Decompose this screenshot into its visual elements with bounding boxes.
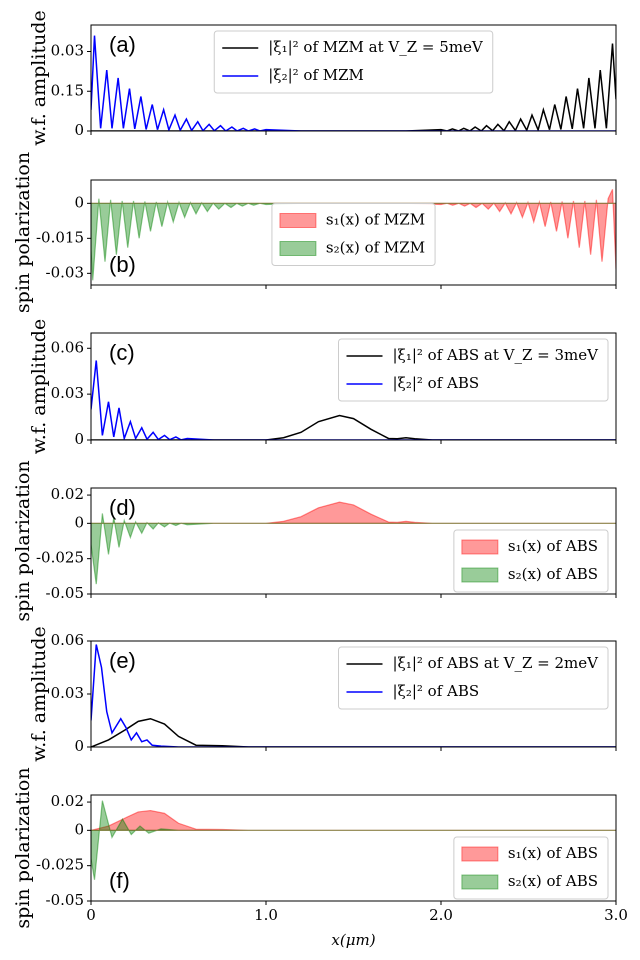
area bbox=[91, 501, 616, 524]
legend-label: |ξ₂|² of ABS bbox=[393, 682, 480, 700]
legend-label: s₂(x) of MZM bbox=[326, 239, 425, 257]
legend-swatch bbox=[279, 213, 317, 228]
line bbox=[91, 644, 616, 747]
legend-box bbox=[271, 203, 436, 266]
panel: 0.020-0.025-0.050 1.0 2.0 3.0x(μm)spin pola… bbox=[12, 767, 628, 949]
legend-box bbox=[338, 338, 609, 402]
plot-area bbox=[91, 501, 616, 585]
panel: 0 -0.015 -0.03 spin polarization (b) s₁(x) of… bbox=[12, 152, 617, 313]
x-tick-label: 0 bbox=[86, 906, 96, 924]
y-axis-label: w.f. amplitude bbox=[28, 10, 50, 145]
plot-area bbox=[91, 800, 616, 880]
legend-label: s₂(x) of ABS bbox=[508, 872, 598, 890]
line bbox=[91, 717, 616, 747]
y-tick-label: 0 bbox=[74, 820, 84, 838]
x-tick-label: 1.0 bbox=[254, 906, 278, 924]
axes-frame bbox=[90, 179, 617, 286]
panel: 0 0.15 0.03w.f. amplitude (a) |ξ₁|² of MZM a… bbox=[28, 10, 617, 146]
area bbox=[91, 809, 616, 831]
y-tick-label: 0 bbox=[74, 430, 84, 448]
y-tick-label: -0.025 bbox=[36, 856, 84, 874]
y-axis-label: spin polarization bbox=[12, 460, 34, 621]
area bbox=[91, 800, 616, 880]
plot-area bbox=[91, 189, 616, 281]
legend-label: |ξ₁|² of MZM at V_Z = 5meV bbox=[268, 38, 484, 56]
y-tick-label: 0.03 bbox=[51, 384, 84, 402]
y-tick-label: 0.06 bbox=[51, 631, 84, 649]
x-tick-label: 3.0 bbox=[604, 906, 628, 924]
y-tick-label: 0.02 bbox=[51, 792, 84, 810]
legend-label: |ξ₂|² of MZM bbox=[268, 66, 364, 84]
panel: 0.02 0 -0.025 -0.05 spin polarization (d) s₁(x… bbox=[12, 460, 617, 622]
axes-frame bbox=[90, 332, 617, 441]
axes-frame bbox=[90, 487, 617, 595]
y-axis-label: spin polarization bbox=[12, 767, 34, 928]
panel: 0 0.03 0.06w.f. amplitude (e) |ξ₁|² of ABS a… bbox=[28, 626, 617, 762]
legend-swatch bbox=[461, 874, 499, 890]
y-tick-label: 0.02 bbox=[51, 485, 84, 503]
plot-area bbox=[91, 35, 616, 131]
panel: 0 0.03 0.06w.f. amplitude (c) |ξ₁|² of ABS a… bbox=[28, 319, 617, 454]
legend-box bbox=[338, 646, 609, 710]
x-tick-label: 2.0 bbox=[429, 906, 453, 924]
area bbox=[91, 198, 616, 281]
legend-label: s₂(x) of ABS bbox=[508, 565, 598, 583]
y-axis-label: w.f. amplitude bbox=[28, 319, 50, 454]
legend-box bbox=[213, 30, 494, 94]
y-tick-label: -0.05 bbox=[46, 891, 84, 909]
y-axis-label: w.f. amplitude bbox=[28, 626, 50, 761]
y-tick-label: -0.03 bbox=[46, 263, 84, 281]
y-tick-label: -0.015 bbox=[36, 228, 84, 246]
legend-box bbox=[453, 836, 609, 900]
legend-label: |ξ₁|² of ABS at V_Z = 2meV bbox=[393, 654, 600, 672]
panel-label: (a) bbox=[109, 32, 136, 57]
y-tick-label: 0.03 bbox=[51, 42, 84, 60]
legend: |ξ₁|² of ABS at V_Z = 3meV |ξ₂|² of ABS bbox=[338, 338, 609, 402]
legend-box bbox=[453, 529, 609, 593]
legend-swatch bbox=[461, 539, 499, 555]
legend: s₁(x) of MZM s₂(x) of MZM bbox=[271, 203, 436, 266]
panel-label: (f) bbox=[109, 868, 130, 893]
y-tick-label: 0 bbox=[74, 121, 84, 139]
y-tick-label: -0.025 bbox=[36, 549, 84, 567]
y-axis-label: spin polarization bbox=[12, 152, 34, 313]
y-tick-label: 0.15 bbox=[51, 81, 84, 99]
legend: s₁(x) of ABS s₂(x) of ABS bbox=[453, 529, 609, 593]
axes-frame bbox=[90, 794, 617, 902]
panel-label: (d) bbox=[109, 495, 136, 520]
line bbox=[91, 35, 616, 131]
legend-label: |ξ₁|² of ABS at V_Z = 3meV bbox=[393, 346, 600, 364]
area bbox=[91, 513, 616, 585]
legend: s₁(x) of ABS s₂(x) of ABS bbox=[453, 836, 609, 900]
y-tick-label: 0 bbox=[74, 737, 84, 755]
axes-frame bbox=[90, 24, 617, 132]
panel-label: (e) bbox=[109, 648, 136, 673]
legend: |ξ₁|² of ABS at V_Z = 2meV |ξ₂|² of ABS bbox=[338, 646, 609, 710]
y-tick-label: 0 bbox=[74, 193, 84, 211]
plot-area bbox=[91, 644, 616, 747]
panel-label: (c) bbox=[109, 340, 135, 365]
line bbox=[91, 360, 616, 440]
legend-label: |ξ₂|² of ABS bbox=[393, 374, 480, 392]
legend-swatch bbox=[461, 846, 499, 862]
line bbox=[91, 43, 616, 131]
line bbox=[91, 414, 616, 440]
plot-area bbox=[91, 360, 616, 440]
x-axis-label: x(μm) bbox=[331, 931, 375, 949]
legend-swatch bbox=[461, 567, 499, 583]
y-tick-label: 0.06 bbox=[51, 338, 84, 356]
legend-swatch bbox=[279, 241, 317, 256]
legend-label: s₁(x) of ABS bbox=[508, 537, 598, 555]
legend-label: s₁(x) of MZM bbox=[326, 211, 425, 229]
legend: |ξ₁|² of MZM at V_Z = 5meV |ξ₂|² of MZM bbox=[213, 30, 494, 94]
y-tick-label: -0.05 bbox=[46, 584, 84, 602]
legend-label: s₁(x) of ABS bbox=[508, 844, 598, 862]
area bbox=[91, 189, 616, 269]
y-tick-label: 0 bbox=[74, 513, 84, 531]
panel-label: (b) bbox=[109, 252, 136, 277]
y-tick-label: 0.03 bbox=[51, 684, 84, 702]
